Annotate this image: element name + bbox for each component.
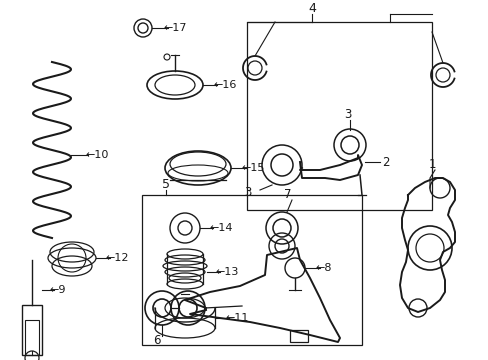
- Bar: [22, 305, 42, 355]
- Text: ←10: ←10: [85, 150, 108, 160]
- Text: 2: 2: [381, 156, 389, 168]
- Bar: [289, 330, 307, 342]
- Text: ←16: ←16: [213, 80, 236, 90]
- Text: ←11: ←11: [224, 313, 248, 323]
- Text: ←13: ←13: [216, 267, 239, 277]
- Bar: [246, 22, 431, 210]
- Text: ←9: ←9: [50, 285, 66, 295]
- Text: 6: 6: [153, 333, 161, 346]
- Text: 7: 7: [284, 189, 291, 202]
- Bar: [25, 320, 39, 355]
- Text: 1: 1: [427, 158, 435, 171]
- Text: 3: 3: [344, 108, 351, 122]
- Text: 3: 3: [244, 186, 251, 199]
- Bar: [142, 195, 361, 345]
- Text: 4: 4: [307, 1, 315, 14]
- Text: ←15: ←15: [242, 163, 265, 173]
- Text: 5: 5: [162, 179, 170, 192]
- Text: ←12: ←12: [106, 253, 129, 263]
- Text: ←17: ←17: [163, 23, 187, 33]
- Text: ←8: ←8: [315, 263, 332, 273]
- Text: ←14: ←14: [208, 223, 232, 233]
